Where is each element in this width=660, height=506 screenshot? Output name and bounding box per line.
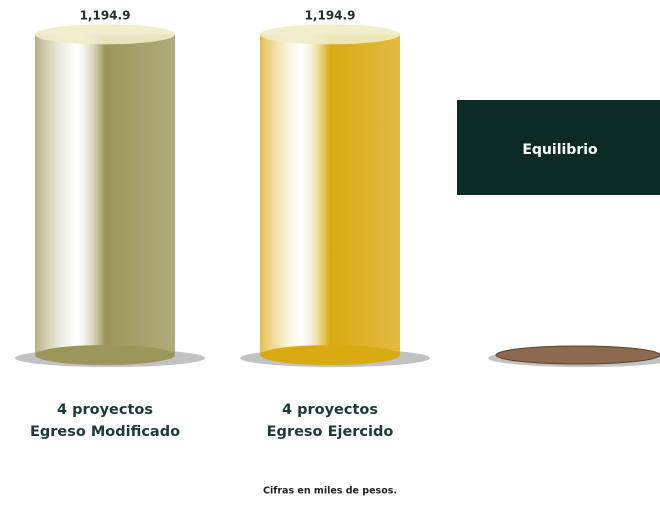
x-tick-label: Egreso Modificado [30,424,180,440]
annotation-box [457,100,660,195]
cylinder-body [260,34,400,355]
cylinder-top [35,24,175,45]
cylinder-bottom [35,345,175,365]
cylinder-top [260,24,400,45]
cylinder-body [35,34,175,355]
cylinder-disk [495,345,660,365]
annotation: Equilibrio [522,142,598,158]
note: Cifras en miles de pesos. [263,486,397,497]
value-label: 1,194.9 [305,9,356,23]
x-tick-label: 4 proyectos [282,402,378,418]
x-tick-label: Egreso Ejercido [267,424,394,440]
x-tick-label: 4 proyectos [57,402,153,418]
cylinder-bottom [260,345,400,365]
value-label: 1,194.9 [80,9,131,23]
